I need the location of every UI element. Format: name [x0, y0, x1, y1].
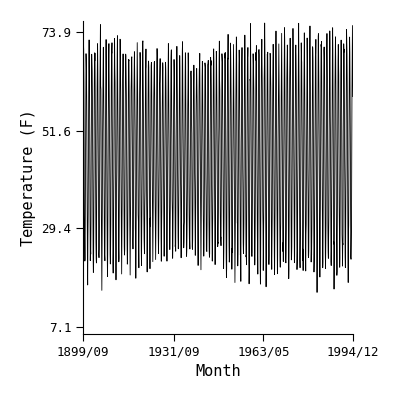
X-axis label: Month: Month [195, 364, 241, 379]
Y-axis label: Temperature (F): Temperature (F) [21, 109, 36, 246]
